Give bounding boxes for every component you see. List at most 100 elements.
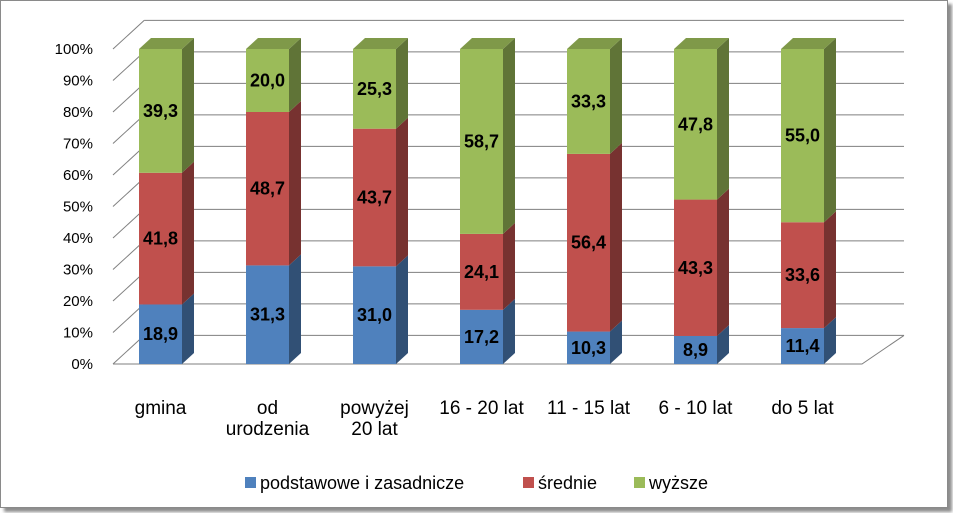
x-tick-label: 6 - 10 lat [659,398,734,419]
data-label: 11,4 [785,336,819,356]
bar-face [460,233,503,310]
bar-segment [781,317,836,364]
y-tick-label: 30% [63,262,93,279]
bar-segment [567,142,622,332]
bar-segment [674,324,729,364]
bar-face [781,328,824,364]
bar-side [396,38,408,129]
bar-side [824,38,836,223]
y-tick-label: 60% [63,167,93,184]
y-tick-label: 20% [63,293,93,310]
gridline-depth [112,20,145,50]
data-label: 31,0 [357,305,392,325]
y-tick-label: 90% [63,73,93,90]
bar-segment [460,298,515,364]
bar-segment [674,188,729,336]
bar-face [460,49,503,234]
data-label: 31,3 [250,305,285,325]
data-label: 17,2 [464,327,499,347]
bar-side [289,38,301,112]
bar-face [567,331,610,364]
bar-face [567,49,610,154]
bar-face [674,335,717,364]
bar-segment [139,293,194,364]
y-tick-label: 80% [63,104,93,121]
legend: podstawowe i zasadnicze średnie wyższe [245,473,708,493]
y-tick-label: 0% [71,356,93,373]
x-tick-label: gmina [135,398,187,419]
bar-top [674,38,729,49]
bar-side [610,38,622,154]
bar-face [139,49,182,173]
legend-label: wyższe [648,473,708,493]
legend-swatch [634,477,645,488]
bar-face [674,199,717,336]
bar-side [610,142,622,332]
bar-side [717,324,729,364]
stacked-bar-chart: 0% 10% 20% 30% 40% 50% 60% 70% 80% 90% 100% 18,9 41… [55,19,905,493]
bar-segment [460,222,515,310]
bar-top [353,38,408,49]
bar-segment [460,38,515,234]
legend-swatch [523,477,534,488]
data-labels: 18,9 41,8 39,3 31,3 48,7 20,0 31,0 43,7 25,3 17,2… [143,71,820,360]
bar-face [781,49,824,223]
bar-side [824,211,836,329]
bar-side [289,254,301,364]
data-label: 56,4 [571,233,606,253]
bar-side [503,222,515,310]
legend-item: wyższe [634,473,708,493]
bar-top [567,38,622,49]
bar-side [717,188,729,336]
bar-face [246,265,289,364]
bar-segment [567,320,622,364]
bar-segment [139,161,194,305]
bar-segment [139,38,194,173]
data-label: 55,0 [785,126,820,146]
bar-top [139,38,194,49]
bar-segment [246,101,301,266]
bar-segment [781,211,836,329]
data-label: 25,3 [357,79,392,99]
bar-face [353,49,396,129]
data-label: 8,9 [683,340,708,360]
data-label: 18,9 [143,324,178,344]
bar-side [610,320,622,364]
bar-side [824,317,836,364]
bar-face [567,153,610,332]
x-tick-label: od urodzenia [226,398,310,440]
data-label: 48,7 [250,179,285,199]
data-label: 20,0 [250,71,285,91]
data-label: 47,8 [678,114,713,134]
bar-side [182,38,194,173]
bar-segment [674,38,729,200]
bars [139,38,836,364]
bar-segment [353,38,408,129]
x-tick-label: do 5 lat [771,398,834,419]
bar-face [139,304,182,364]
x-tick-label: 16 - 20 lat [439,398,524,419]
bar-segment [567,38,622,154]
bar-side [396,255,408,364]
bar-side [503,298,515,364]
data-label: 58,7 [464,131,499,151]
data-label: 41,8 [143,229,178,249]
data-label: 43,7 [357,188,392,208]
bar-face [246,112,289,266]
x-axis-labels: gmina od urodzenia powyżej 20 lat 16 - 20 lat… [135,398,835,440]
bar-side [182,293,194,364]
bar-segment [781,38,836,223]
bar-side [182,161,194,305]
bar-segment [246,38,301,112]
x-tick-label: powyżej 20 lat [340,398,409,440]
data-label: 33,6 [785,265,820,285]
y-axis-ticks: 0% 10% 20% 30% 40% 50% 60% 70% 80% 90% 100% [55,41,93,373]
data-label: 39,3 [143,101,178,121]
bar-face [353,266,396,364]
bar-side [289,101,301,266]
y-tick-label: 70% [63,136,93,153]
legend-item: średnie [523,473,597,493]
bar-top [246,38,301,49]
bar-side [503,38,515,234]
